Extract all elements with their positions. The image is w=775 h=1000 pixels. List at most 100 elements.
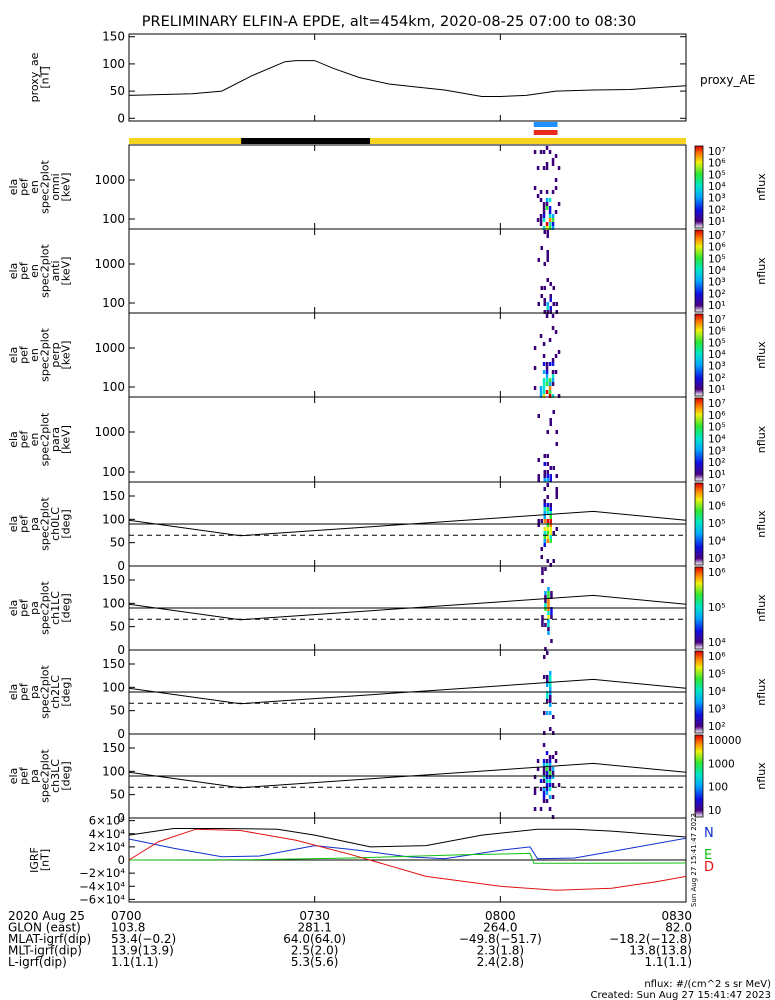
- pa-ch0-cbar-label: nflux: [755, 510, 768, 538]
- heatmap-cell: [539, 222, 543, 226]
- heatmap-cell: [544, 607, 547, 611]
- pa-ch1-ylabel-line: pef: [17, 598, 30, 617]
- pa-ch3-ylabel-line: ch3LC: [49, 759, 62, 793]
- proxy-ae-ytick-label: 100: [102, 57, 125, 71]
- heatmap-cell: [551, 783, 555, 787]
- heatmap-cell: [547, 623, 550, 627]
- heatmap-cell: [545, 314, 549, 318]
- pa-ch2-ylabel-line: [deg]: [59, 677, 72, 706]
- heatmap-cell: [550, 611, 553, 615]
- pa-ch1-cbar-tick-label: 10⁵: [708, 602, 726, 614]
- pa-ch2-ylabel-line: ela: [7, 684, 20, 701]
- heatmap-cell: [546, 258, 549, 262]
- pa-ch0-cbar-tick-label: 10³: [708, 553, 726, 565]
- heatmap-cell: [542, 787, 546, 791]
- pa-ch3-heatmap: [533, 743, 561, 819]
- igrf-ytick-label: −4×10⁴: [79, 879, 125, 893]
- heatmap-cell: [551, 362, 555, 366]
- heatmap-cell: [545, 166, 549, 170]
- heatmap-cell: [549, 699, 552, 703]
- orbit-bar-segment: [369, 138, 686, 144]
- en-anti-cbar-tick-label: 10⁷: [708, 230, 726, 242]
- heatmap-cell: [551, 771, 555, 775]
- pa-ch0-cbar-tick-label: 10⁵: [708, 518, 726, 530]
- heatmap-cell: [539, 787, 543, 791]
- en-omni-ytick-label: 100: [102, 212, 125, 226]
- heatmap-cell: [551, 378, 555, 382]
- en-para-colorbar: [694, 397, 704, 482]
- heatmap-cell: [547, 627, 550, 631]
- pa-ch2-ytick-label: 150: [102, 657, 125, 671]
- heatmap-cell: [554, 330, 558, 334]
- heatmap-cell: [545, 771, 549, 775]
- en-para-cbar-tick-label: 10³: [708, 445, 726, 457]
- heatmap-cell: [548, 378, 552, 382]
- heatmap-cell: [546, 651, 549, 655]
- heatmap-cell: [536, 194, 540, 198]
- annotation-row-value: 1.1(1.1): [111, 955, 159, 969]
- pa-ch2-cbar-label: nflux: [755, 678, 768, 706]
- heatmap-cell: [533, 346, 537, 350]
- en-perp-heatmap: [533, 314, 561, 398]
- heatmap-cell: [543, 230, 546, 234]
- heatmap-cell: [544, 591, 547, 595]
- igrf-ylabel-line: [nT]: [38, 849, 51, 871]
- en-omni-cbar-tick-label: 10⁴: [708, 181, 726, 193]
- proxy-ae-ylabel-line: [nT]: [38, 66, 51, 88]
- pa-ch3-colorbar: [694, 734, 704, 818]
- heatmap-cell: [545, 751, 549, 755]
- heatmap-cell: [543, 507, 546, 511]
- heatmap-cell: [546, 470, 549, 474]
- heatmap-cell: [546, 478, 549, 482]
- science-zone-marker: [533, 130, 558, 135]
- heatmap-cell: [554, 370, 558, 374]
- heatmap-cell: [546, 302, 549, 306]
- heatmap-cell: [548, 763, 552, 767]
- en-omni-cbar-tick-label: 10⁶: [708, 158, 726, 170]
- en-perp-cbar-tick-label: 10⁷: [708, 314, 726, 326]
- heatmap-cell: [542, 206, 546, 210]
- heatmap-cell: [545, 374, 549, 378]
- en-omni-ylabel-line: pef: [17, 177, 30, 196]
- heatmap-cell: [555, 527, 558, 531]
- heatmap-cell: [555, 302, 558, 306]
- heatmap-cell: [549, 478, 552, 482]
- heatmap-cell: [547, 607, 550, 611]
- heatmap-cell: [546, 691, 549, 695]
- annotation-row-label: GLON (east): [8, 921, 81, 935]
- pa-ch0-ytick-label: 100: [102, 512, 125, 526]
- heatmap-cell: [544, 603, 547, 607]
- heatmap-cell: [543, 711, 546, 715]
- heatmap-cell: [546, 230, 549, 234]
- heatmap-cell: [549, 507, 552, 511]
- heatmap-cell: [548, 759, 552, 763]
- en-anti-ytick-label: 100: [102, 296, 125, 310]
- heatmap-cell: [542, 354, 546, 358]
- heatmap-cell: [551, 374, 555, 378]
- heatmap-cell: [545, 206, 549, 210]
- heatmap-cell: [546, 683, 549, 687]
- heatmap-cell: [547, 587, 550, 591]
- heatmap-cell: [549, 422, 552, 426]
- heatmap-cell: [533, 366, 537, 370]
- pa-ch0-cbar-tick-label: 10⁴: [708, 536, 726, 548]
- heatmap-cell: [542, 767, 546, 771]
- heatmap-cell: [554, 354, 558, 358]
- en-perp-ylabel-line: en: [28, 348, 41, 362]
- en-anti-colorbar: [694, 229, 704, 313]
- heatmap-cell: [554, 759, 558, 763]
- heatmap-cell: [547, 631, 550, 635]
- heatmap-cell: [552, 559, 555, 563]
- heatmap-cell: [536, 218, 540, 222]
- en-anti-ylabel-line: pef: [17, 261, 30, 280]
- heatmap-cell: [546, 539, 549, 543]
- orbit-bar-segment: [241, 138, 370, 144]
- heatmap-cell: [543, 454, 546, 458]
- heatmap-cell: [543, 503, 546, 507]
- annotation-row-value: 264.0: [483, 921, 517, 935]
- plot-title: PRELIMINARY ELFIN-A EPDE, alt=454km, 202…: [142, 14, 637, 30]
- heatmap-cell: [551, 326, 555, 330]
- pa-ch3-ytick-label: 150: [102, 741, 125, 755]
- pa-ch2-ylabel-line: pa: [28, 685, 41, 699]
- heatmap-cell: [549, 282, 552, 286]
